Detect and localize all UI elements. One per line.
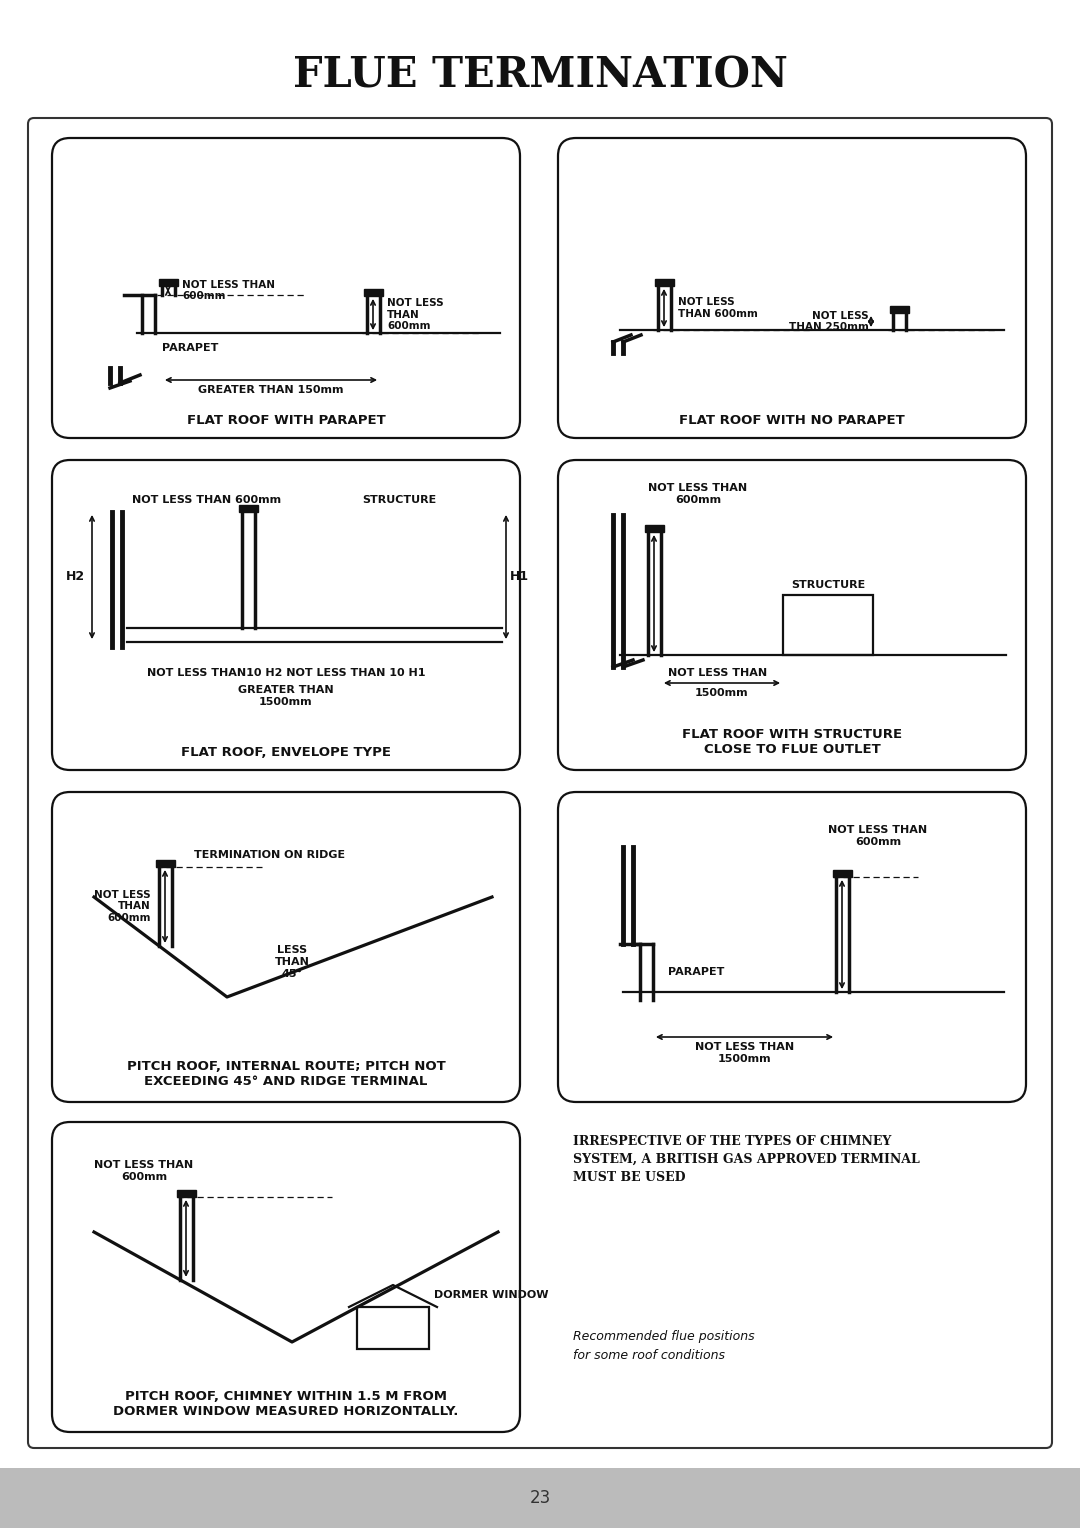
Polygon shape [239,504,258,512]
Bar [0,1468,1080,1528]
Text: FLAT ROOF WITH NO PARAPET: FLAT ROOF WITH NO PARAPET [679,414,905,426]
Text: NOT LESS THAN10 H2 NOT LESS THAN 10 H1: NOT LESS THAN10 H2 NOT LESS THAN 10 H1 [147,668,426,678]
Polygon shape [177,1190,195,1196]
Polygon shape [890,306,909,313]
Text: FLAT ROOF WITH STRUCTURE
CLOSE TO FLUE OUTLET: FLAT ROOF WITH STRUCTURE CLOSE TO FLUE O… [681,727,902,756]
Text: IRRESPECTIVE OF THE TYPES OF CHIMNEY
SYSTEM, A BRITISH GAS APPROVED TERMINAL
MUS: IRRESPECTIVE OF THE TYPES OF CHIMNEY SYS… [573,1135,920,1184]
FancyBboxPatch shape [52,138,519,439]
Text: STRUCTURE: STRUCTURE [791,581,865,590]
Polygon shape [159,280,178,286]
FancyBboxPatch shape [558,138,1026,439]
Polygon shape [833,869,852,877]
Polygon shape [654,280,674,286]
Text: FLAT ROOF WITH PARAPET: FLAT ROOF WITH PARAPET [187,414,386,426]
Text: NOT LESS
THAN
600mm: NOT LESS THAN 600mm [387,298,444,332]
Polygon shape [364,289,383,296]
Text: NOT LESS THAN
1500mm: NOT LESS THAN 1500mm [694,1042,794,1063]
Text: NOT LESS THAN
600mm: NOT LESS THAN 600mm [183,280,275,301]
Text: H2: H2 [66,570,85,584]
Bar [783,594,873,656]
FancyBboxPatch shape [558,792,1026,1102]
Text: 1500mm: 1500mm [696,688,748,698]
Text: PITCH ROOF, CHIMNEY WITHIN 1.5 M FROM
DORMER WINDOW MEASURED HORIZONTALLY.: PITCH ROOF, CHIMNEY WITHIN 1.5 M FROM DO… [113,1390,459,1418]
Text: DORMER WINDOW: DORMER WINDOW [434,1290,549,1300]
Text: 23: 23 [529,1488,551,1507]
FancyBboxPatch shape [52,1122,519,1432]
Text: STRUCTURE: STRUCTURE [362,495,436,504]
Text: PARAPET: PARAPET [162,342,218,353]
Text: FLAT ROOF, ENVELOPE TYPE: FLAT ROOF, ENVELOPE TYPE [181,746,391,758]
FancyBboxPatch shape [28,118,1052,1449]
Text: NOT LESS THAN 600mm: NOT LESS THAN 600mm [133,495,282,504]
Text: PARAPET: PARAPET [669,967,725,976]
Text: NOT LESS THAN
600mm: NOT LESS THAN 600mm [648,483,747,504]
Text: TERMINATION ON RIDGE: TERMINATION ON RIDGE [194,850,346,860]
Polygon shape [645,526,664,532]
Text: LESS
THAN
45°: LESS THAN 45° [274,946,310,978]
Bar [357,1306,429,1349]
Text: NOT LESS
THAN
600mm: NOT LESS THAN 600mm [94,889,151,923]
Text: PITCH ROOF, INTERNAL ROUTE; PITCH NOT
EXCEEDING 45° AND RIDGE TERMINAL: PITCH ROOF, INTERNAL ROUTE; PITCH NOT EX… [126,1060,445,1088]
Text: GREATER THAN 150mm: GREATER THAN 150mm [199,385,343,396]
Text: GREATER THAN
1500mm: GREATER THAN 1500mm [239,685,334,706]
Text: NOT LESS
THAN 600mm: NOT LESS THAN 600mm [678,298,758,319]
Text: NOT LESS THAN: NOT LESS THAN [669,668,768,678]
Text: NOT LESS THAN
600mm: NOT LESS THAN 600mm [94,1160,193,1183]
Polygon shape [156,860,175,866]
Text: Recommended flue positions
for some roof conditions: Recommended flue positions for some roof… [573,1329,755,1361]
Text: FLUE TERMINATION: FLUE TERMINATION [293,53,787,96]
FancyBboxPatch shape [52,792,519,1102]
Text: NOT LESS
THAN 250mm: NOT LESS THAN 250mm [789,310,869,332]
Text: H1: H1 [510,570,529,584]
FancyBboxPatch shape [558,460,1026,770]
FancyBboxPatch shape [52,460,519,770]
Text: NOT LESS THAN
600mm: NOT LESS THAN 600mm [828,825,928,847]
